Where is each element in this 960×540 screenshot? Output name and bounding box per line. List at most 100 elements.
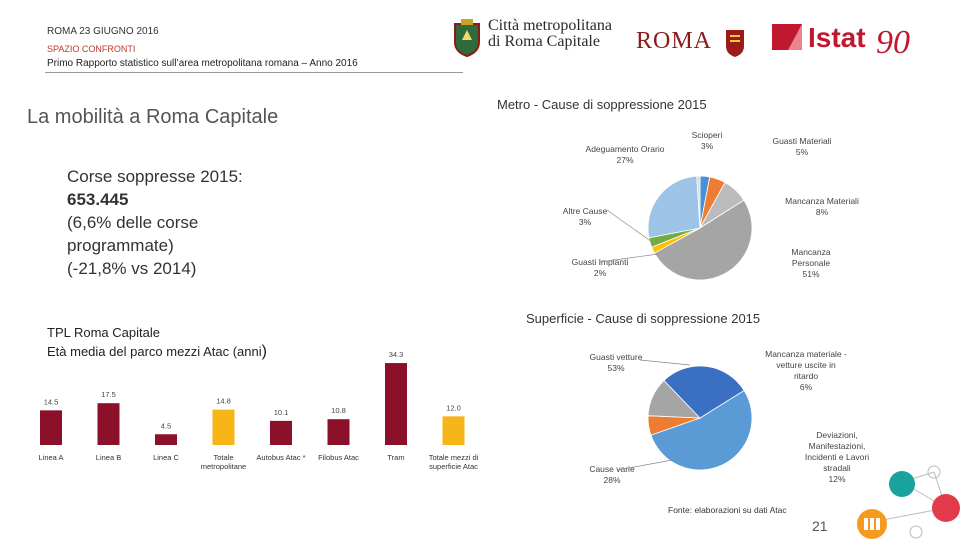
metro-label-mancanza-personale-pct: 51% (802, 269, 820, 279)
summary-line5: (-21,8% vs 2014) (67, 259, 197, 278)
metro-label-scioperi-name: Scioperi (691, 130, 723, 140)
data-source: Fonte: elaborazioni su dati Atac (668, 505, 787, 515)
recycle-icon (889, 471, 915, 497)
metro-label-scioperi-pct: 3% (700, 141, 714, 151)
surface-label-guasti-vetture-name: Guasti vetture (589, 352, 643, 362)
metro-label-guasti-impianti: Guasti Impianti 2% (560, 257, 640, 279)
metro-slice-3 (653, 199, 753, 281)
metro-label-mancanza-personale-name: Mancanza Personale (791, 247, 831, 268)
metro-label-mancanza-materiali-pct: 8% (815, 207, 829, 217)
istat-90-text: 90 (876, 24, 910, 61)
summary-total: 653.445 (67, 190, 129, 209)
page-number: 21 (812, 518, 828, 534)
bar-7 (442, 416, 465, 445)
metro-label-guasti-materiali-pct: 5% (795, 147, 809, 157)
roma-logo: ROMA (636, 28, 746, 60)
tpl-line2: Età media del parco mezzi Atac (anni (47, 344, 262, 359)
crest-icon (454, 19, 480, 58)
bar-value-label-1: 17.5 (101, 390, 116, 399)
bar-category-label-4: Autobus Atac * (256, 453, 305, 462)
surface-label-deviazioni-pct: 12% (828, 474, 846, 484)
bar-0 (40, 410, 62, 445)
metro-label-guasti-materiali-name: Guasti Materiali (772, 136, 832, 146)
metro-label-guasti-impianti-pct: 2% (593, 268, 607, 278)
bar-category-label-6: Tram (387, 453, 404, 462)
citta-line1: Città metropolitana (488, 17, 612, 34)
metro-label-altre-cause-pct: 3% (578, 217, 592, 227)
surface-label-deviazioni: Deviazioni, Manifestazioni, Incidenti e … (796, 430, 878, 485)
bar-value-label-5: 10.8 (331, 406, 346, 415)
bar-1 (97, 403, 120, 445)
surface-label-mancanza-materiale: Mancanza materiale - vetture uscite in r… (764, 349, 848, 393)
surface-label-deviazioni-name: Deviazioni, Manifestazioni, Incidenti e … (804, 430, 870, 473)
summary-line3: (6,6% delle corse (67, 213, 199, 232)
bar-value-label-4: 10.1 (274, 408, 289, 417)
bar-3 (212, 409, 235, 445)
metro-slice-6 (647, 175, 701, 239)
surface-label-cause-varie-pct: 28% (603, 475, 621, 485)
metro-label-adeguamento-name: Adeguamento Orario (585, 144, 665, 154)
bar-category-label-0: Linea A (38, 453, 63, 462)
surface-slice-3 (663, 365, 745, 419)
bar-2 (155, 434, 177, 445)
citta-metropolitana-logo: Città metropolitana di Roma Capitale (452, 18, 622, 64)
istat-logo: Istat 90 (770, 18, 950, 68)
surface-label-mancanza-materiale-pct: 6% (799, 382, 813, 392)
metro-label-adeguamento-pct: 27% (616, 155, 634, 165)
metro-label-altre-cause: Altre Cause 3% (548, 206, 622, 228)
bar-category-label-2: Linea C (153, 453, 179, 462)
surface-pie-title: Superficie - Cause di soppressione 2015 (526, 311, 761, 326)
bar-category-label-7: Totale mezzi di superficie Atac (429, 453, 479, 471)
metro-label-scioperi: Scioperi 3% (682, 130, 732, 152)
page-title: La mobilità a Roma Capitale (27, 106, 279, 128)
surface-label-guasti-vetture-pct: 53% (607, 363, 625, 373)
citta-line2: di Roma Capitale (488, 33, 600, 50)
surface-pie-chart (647, 365, 753, 471)
surface-label-cause-varie-name: Cause varie (589, 464, 635, 474)
bar-value-label-0: 14.5 (44, 397, 59, 406)
metro-label-mancanza-materiali: Mancanza Materiali 8% (782, 196, 862, 218)
roma-text: ROMA (636, 28, 713, 54)
metro-pie-chart (647, 175, 753, 281)
report-title: Primo Rapporto statistico sull’area metr… (47, 58, 358, 69)
bar-category-label-5: Filobus Atac (318, 453, 359, 462)
bar-6 (385, 363, 407, 445)
cancelled-runs-summary: Corse soppresse 2015: 653.445 (6,6% dell… (67, 165, 243, 280)
metro-label-guasti-impianti-name: Guasti Impianti (571, 257, 629, 267)
tpl-line2-end: ) (261, 343, 267, 360)
bar-4 (270, 420, 292, 445)
tpl-line1: TPL Roma Capitale (47, 325, 160, 340)
bar-value-label-7: 12.0 (446, 403, 461, 412)
event-date: ROMA 23 GIUGNO 2016 (47, 26, 159, 37)
bar-category-labels: Linea A Linea B Linea C Totale metropolitane… (38, 453, 478, 471)
metro-label-adeguamento: Adeguamento Orario 27% (585, 144, 665, 166)
surface-label-guasti-vetture: Guasti vetture 53% (580, 352, 652, 374)
metro-pie-title: Metro - Cause di soppressione 2015 (497, 97, 707, 112)
metro-label-guasti-materiali: Guasti Materiali 5% (760, 136, 844, 158)
node-icon (927, 465, 941, 479)
bar-category-label-3: Totale metropolitane (201, 453, 246, 471)
bar-series (40, 363, 465, 445)
metro-label-altre-cause-name: Altre Cause (562, 206, 608, 216)
roma-shield-icon (726, 30, 744, 57)
metro-label-mancanza-materiali-name: Mancanza Materiali (785, 196, 859, 206)
header-divider (45, 72, 463, 73)
bar-value-label-6: 34.3 (389, 350, 404, 359)
istat-text: Istat (808, 22, 866, 53)
istat-mark-icon (772, 24, 802, 50)
bar-value-labels: 14.5 17.5 4.5 14.8 10.1 10.8 34.3 12.0 (44, 350, 461, 430)
decorative-icons (857, 465, 960, 539)
bar-5 (327, 419, 350, 445)
surface-slice-0 (650, 389, 753, 471)
surface-label-mancanza-materiale-name: Mancanza materiale - vetture uscite in r… (765, 349, 847, 381)
summary-line1: Corse soppresse 2015: (67, 167, 243, 186)
summary-line4: programmate) (67, 236, 174, 255)
node-icon-2 (909, 525, 923, 539)
surface-label-cause-varie: Cause varie 28% (582, 464, 642, 486)
bar-value-label-2: 4.5 (161, 421, 171, 430)
bar-value-label-3: 14.8 (216, 397, 231, 406)
metro-slice-7 (696, 175, 701, 229)
bar-category-label-1: Linea B (96, 453, 121, 462)
event-space: SPAZIO CONFRONTI (47, 44, 136, 54)
